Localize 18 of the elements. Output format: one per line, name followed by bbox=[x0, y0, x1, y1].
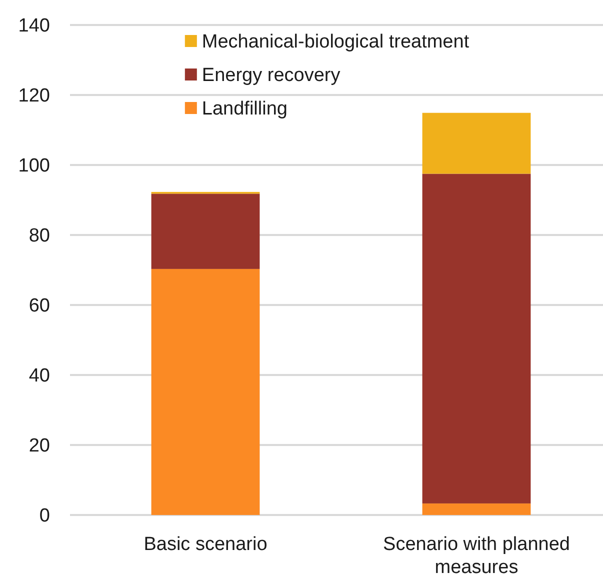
bar bbox=[422, 112, 531, 174]
legend-label: Mechanical-biological treatment bbox=[202, 32, 470, 53]
bar bbox=[151, 268, 260, 515]
y-tick-label: 20 bbox=[28, 436, 50, 457]
bar bbox=[422, 174, 531, 504]
y-tick-label: 120 bbox=[18, 86, 50, 107]
x-tick-label: Scenario with planned measures bbox=[383, 534, 570, 574]
bar bbox=[151, 194, 260, 269]
y-tick-label: 140 bbox=[18, 16, 50, 37]
x-tick-label: Basic scenario bbox=[144, 534, 268, 555]
bar bbox=[422, 503, 531, 515]
y-tick-label: 80 bbox=[28, 226, 50, 247]
legend-label: Energy recovery bbox=[202, 65, 341, 86]
y-tick-label: 60 bbox=[28, 296, 50, 317]
y-tick-label: 100 bbox=[18, 156, 50, 177]
y-tick-label: 0 bbox=[39, 506, 50, 527]
y-tick-label: 40 bbox=[28, 366, 50, 387]
legend-label: Landfilling bbox=[202, 98, 288, 120]
